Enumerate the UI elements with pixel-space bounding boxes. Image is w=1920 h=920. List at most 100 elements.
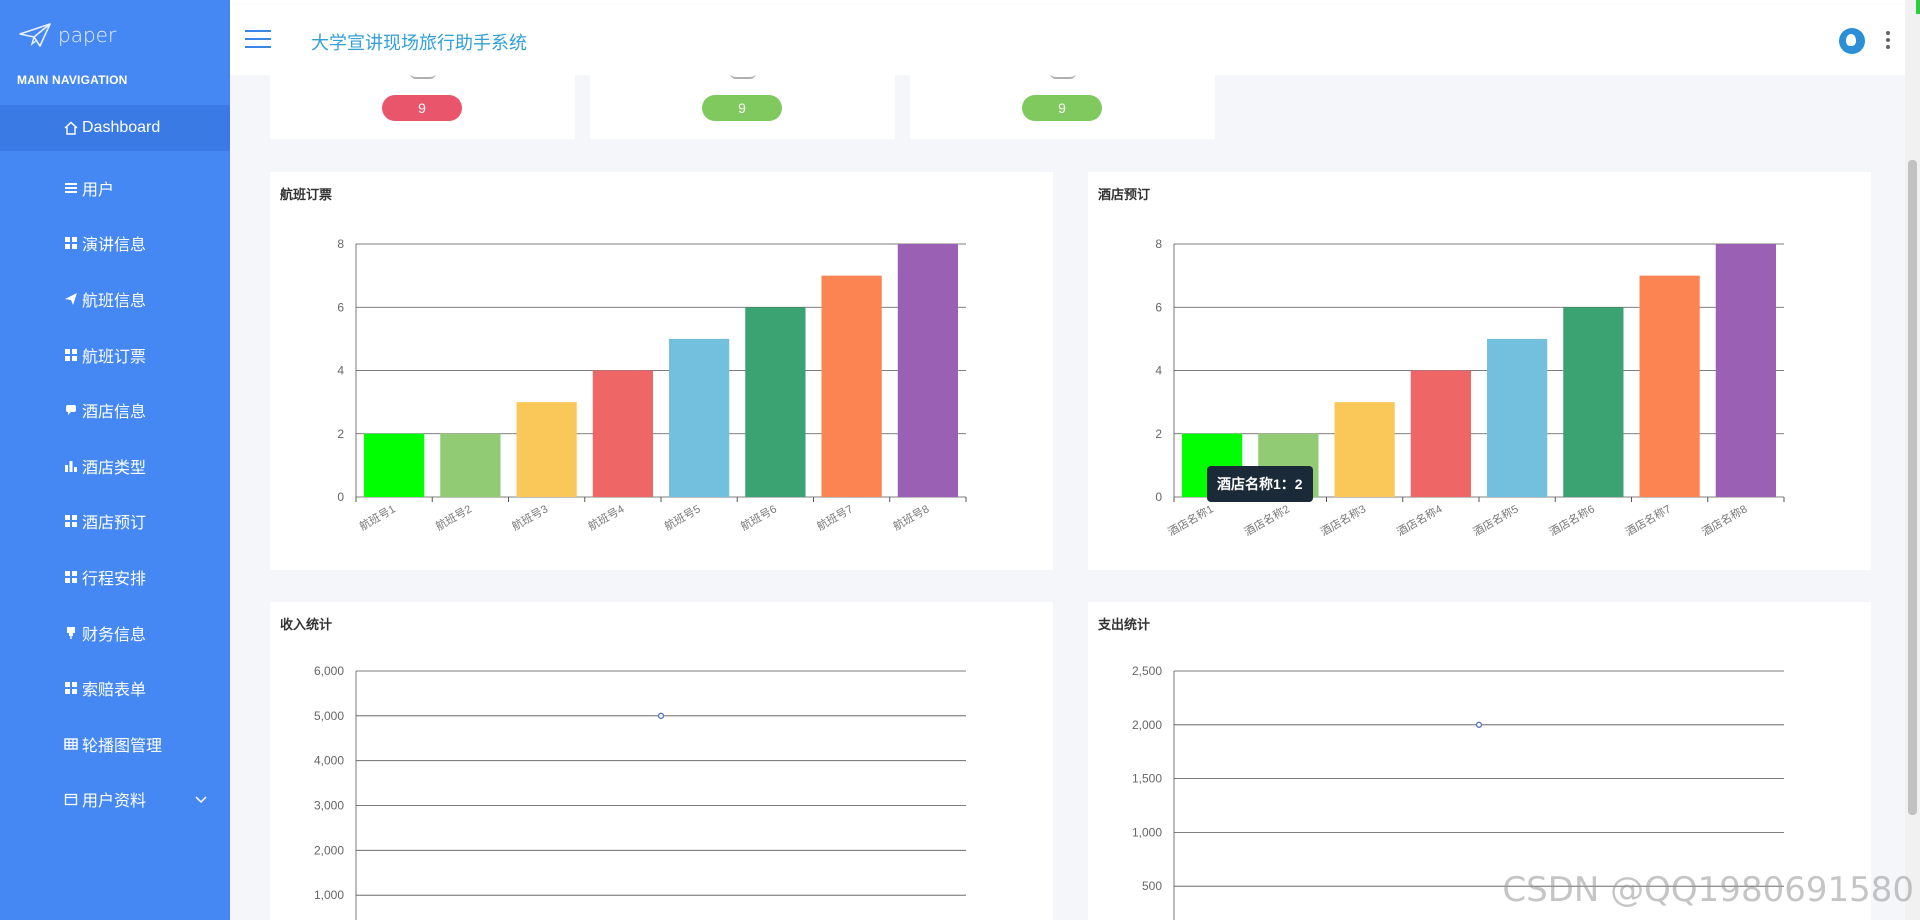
y-tick-label: 4 (337, 364, 344, 378)
y-tick-label: 4 (1155, 364, 1162, 378)
send-icon (64, 292, 78, 306)
y-tick-label: 1,000 (1132, 825, 1162, 839)
menu-toggle-icon[interactable] (245, 30, 271, 50)
scrollbar[interactable] (1905, 0, 1920, 920)
grid-icon (64, 681, 78, 695)
pin-icon (64, 626, 78, 640)
x-tick-label: 航班号3 (509, 501, 550, 533)
bar[interactable] (669, 338, 730, 497)
sidebar-item-5[interactable]: 酒店信息 (0, 382, 230, 438)
sidebar-item-11[interactable]: 轮播图管理 (0, 716, 230, 772)
sidebar-item-9[interactable]: 财务信息 (0, 605, 230, 661)
sidebar-item-label: 酒店类型 (82, 459, 147, 477)
top-header: 大学宣讲现场旅行助手系统 (230, 5, 1905, 75)
sidebar-item-label: 酒店预订 (82, 515, 147, 533)
bar[interactable] (1334, 402, 1395, 497)
y-tick-label: 3,000 (314, 799, 344, 813)
grid-icon (64, 348, 78, 362)
sidebar-item-label: 航班订票 (82, 348, 147, 366)
bar[interactable] (745, 307, 806, 497)
data-point[interactable] (657, 712, 665, 719)
dashboard-content: 9 9 9 航班订票 0 2 4 6 8 航班号1 航班号2 航班号3 航班号4 航班号5 航班号6… (230, 75, 1905, 920)
bar[interactable] (1639, 275, 1700, 497)
more-options-icon[interactable] (1886, 31, 1890, 49)
bar[interactable] (821, 275, 882, 497)
bar[interactable] (897, 244, 958, 497)
chevron-down-icon[interactable] (194, 794, 208, 804)
table-icon (64, 737, 78, 751)
bar-chart: 0 2 4 6 8 酒店名称1 酒店名称2 酒店名称3 酒店名称4 酒店名称5 酒店名称6 酒店名称7… (1155, 237, 1785, 539)
x-tick-label: 酒店名称5 (1470, 501, 1520, 538)
watermark: CSDN @QQ1980691580 (1502, 870, 1914, 910)
y-tick-label: 0 (337, 490, 344, 504)
panel-title: 酒店预订 (1098, 187, 1151, 202)
sidebar-item-8[interactable]: 行程安排 (0, 549, 230, 605)
bar[interactable] (592, 370, 653, 498)
sidebar-item-dashboard[interactable]: Dashboard (0, 105, 266, 151)
y-tick-label: 2 (1155, 427, 1162, 441)
x-tick-label: 航班号7 (814, 501, 855, 533)
sidebar-item-label: 用户 (82, 181, 115, 199)
brand[interactable]: paper (18, 20, 116, 50)
bar[interactable] (516, 402, 577, 497)
y-tick-label: 2,500 (1132, 664, 1162, 678)
x-tick-label: 酒店名称6 (1546, 501, 1596, 538)
sidebar-nav: Dashboard 用户演讲信息航班信息航班订票酒店信息酒店类型酒店预订行程安排财… (0, 105, 266, 828)
avatar[interactable] (1839, 28, 1865, 54)
sidebar-item-10[interactable]: 索赔表单 (0, 660, 230, 716)
scrollbar-thumb[interactable] (1908, 160, 1917, 815)
grid-icon (64, 236, 78, 250)
sidebar-item-label: 用户资料 (82, 793, 147, 811)
x-tick-label: 航班号6 (738, 501, 779, 533)
stat-card: 9 (910, 75, 1215, 139)
paper-plane-icon (19, 23, 51, 47)
y-tick-label: 2 (337, 427, 344, 441)
x-tick-label: 酒店名称3 (1318, 501, 1368, 538)
bar[interactable] (1715, 244, 1776, 497)
panel-title: 收入统计 (280, 617, 333, 632)
stat-card: 9 (590, 75, 895, 139)
sidebar-item-4[interactable]: 航班订票 (0, 327, 230, 383)
sidebar-item-12[interactable]: 用户资料 (0, 772, 230, 828)
stat-badge: 9 (382, 95, 462, 121)
sidebar-item-3[interactable]: 航班信息 (0, 271, 230, 327)
sidebar-item-1[interactable]: 用户 (0, 160, 230, 216)
stat-badge: 9 (1022, 95, 1102, 121)
x-tick-label: 酒店名称2 (1241, 501, 1291, 538)
nav-heading: MAIN NAVIGATION (17, 73, 128, 87)
stat-badge: 9 (702, 95, 782, 121)
y-tick-label: 4,000 (314, 754, 344, 768)
bar[interactable] (1487, 338, 1548, 497)
grid-icon (64, 514, 78, 528)
chat-icon (64, 403, 78, 417)
hotel-booking-chart-panel: 酒店预订 0 2 4 6 8 酒店名称1 酒店名称2 酒店名称3 酒店名称4 酒店名称5 酒店名称6… (1088, 172, 1871, 570)
y-tick-label: 5,000 (314, 709, 344, 723)
scroll-indicator (1916, 0, 1920, 14)
panel-title: 航班订票 (280, 187, 333, 202)
sidebar-item-2[interactable]: 演讲信息 (0, 216, 230, 272)
sidebar-item-7[interactable]: 酒店预订 (0, 494, 230, 550)
sidebar-item-label: 航班信息 (82, 292, 147, 310)
bar[interactable] (1563, 307, 1624, 497)
list-icon (64, 181, 78, 195)
brand-name: paper (58, 23, 117, 47)
y-tick-label: 1,500 (1132, 772, 1162, 786)
bar[interactable] (1410, 370, 1471, 498)
stat-card: 9 (270, 75, 575, 139)
sidebar-item-label: 财务信息 (82, 626, 147, 644)
y-tick-label: 6,000 (314, 664, 344, 678)
x-tick-label: 酒店名称1 (1165, 501, 1215, 538)
bar-chart-icon (64, 459, 78, 473)
x-tick-label: 航班号1 (357, 501, 398, 533)
bar[interactable] (364, 433, 425, 497)
sidebar-item-label: 轮播图管理 (82, 737, 163, 755)
sidebar-item-6[interactable]: 酒店类型 (0, 438, 230, 494)
y-tick-label: 2,000 (314, 843, 344, 857)
sidebar: paper MAIN NAVIGATION Dashboard 用户演讲信息航班信… (0, 0, 266, 920)
data-point[interactable] (1475, 721, 1483, 728)
panel-title: 支出统计 (1098, 617, 1151, 632)
bar[interactable] (440, 433, 501, 497)
